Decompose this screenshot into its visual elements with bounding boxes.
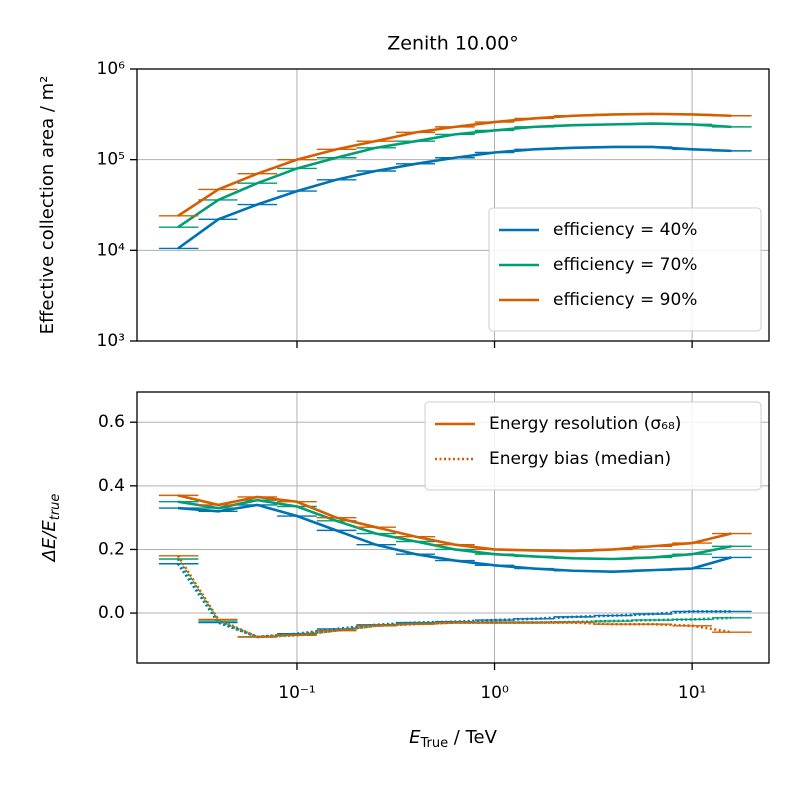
legend-label: efficiency = 70% [553,255,697,275]
legend-label: Energy bias (median) [489,449,671,469]
y-tick-label: 10⁵ [97,150,125,170]
x-label-unit: / TeV [448,727,498,748]
chart-title: Zenith 10.00° [387,33,518,55]
x-tick-label: 10⁻¹ [278,683,315,703]
y-tick-label: 10⁴ [97,240,126,260]
x-axis-label: ETrue / TeV [409,727,498,751]
y-tick-label: 10⁶ [97,59,126,79]
y-axis-label: ΔE/Etrue [39,494,63,564]
legend-box [424,401,762,491]
axes-frame [136,391,770,664]
x-label-main: E [409,727,421,748]
legend-label: Energy resolution (σ₆₈) [489,414,681,434]
y-tick-label: 0.6 [98,412,125,432]
y-tick-label: 0.0 [98,603,125,623]
y-tick-label: 0.4 [98,476,125,496]
series-line [176,563,732,639]
y-tick-label: 0.2 [98,539,125,559]
x-tick-label: 10¹ [678,683,706,703]
y-tick-label: 10³ [97,331,125,351]
y-axis-label: Effective collection area / m² [37,76,58,335]
y-label-sub: true [48,494,63,521]
series-line [177,503,732,574]
axes-frame [136,68,770,342]
legend-label: efficiency = 40% [553,220,697,240]
legend-box [488,207,762,332]
series-line [177,494,732,553]
series-line [177,112,732,217]
x-tick-label: 10⁰ [480,683,509,703]
legend-label: efficiency = 90% [553,290,697,310]
y-label-main: ΔE/E [39,520,60,564]
x-label-sub: True [419,736,448,751]
series-line [177,498,732,561]
